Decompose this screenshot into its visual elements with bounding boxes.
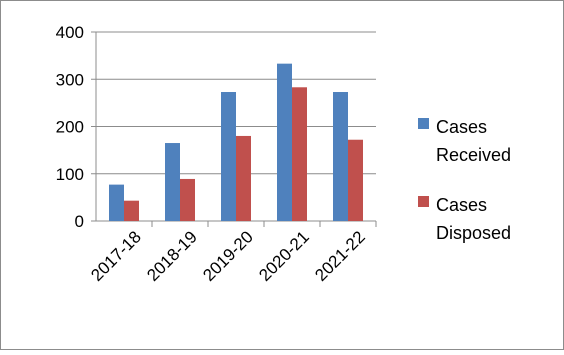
bar-received-2020-21 xyxy=(277,63,292,221)
legend-swatch-received xyxy=(418,118,429,129)
legend-label-disposed-line2: Disposed xyxy=(436,223,511,243)
bar-received-2018-19 xyxy=(165,143,180,221)
bar-received-2019-20 xyxy=(221,92,236,221)
legend-swatch-disposed xyxy=(418,196,429,207)
legend-item-received: Cases Received xyxy=(418,117,511,165)
legend: Cases Received Cases Disposed xyxy=(418,117,511,243)
bar-disposed-2017-18 xyxy=(124,200,139,221)
bars xyxy=(109,63,363,221)
bar-disposed-2019-20 xyxy=(236,135,251,221)
y-tick-label-200: 200 xyxy=(56,118,84,137)
legend-label-received-line1: Cases xyxy=(436,117,487,137)
bar-disposed-2020-21 xyxy=(292,87,307,221)
bar-received-2017-18 xyxy=(109,184,124,221)
bar-disposed-2018-19 xyxy=(180,178,195,221)
y-tick-label-0: 0 xyxy=(75,212,84,231)
y-tick-label-400: 400 xyxy=(56,23,84,42)
y-tick-label-300: 300 xyxy=(56,70,84,89)
legend-label-received-line2: Received xyxy=(436,145,511,165)
legend-label-disposed-line1: Cases xyxy=(436,195,487,215)
bar-disposed-2021-22 xyxy=(348,139,363,221)
legend-item-disposed: Cases Disposed xyxy=(418,195,511,243)
bar-received-2021-22 xyxy=(333,92,348,221)
y-tick-label-100: 100 xyxy=(56,165,84,184)
